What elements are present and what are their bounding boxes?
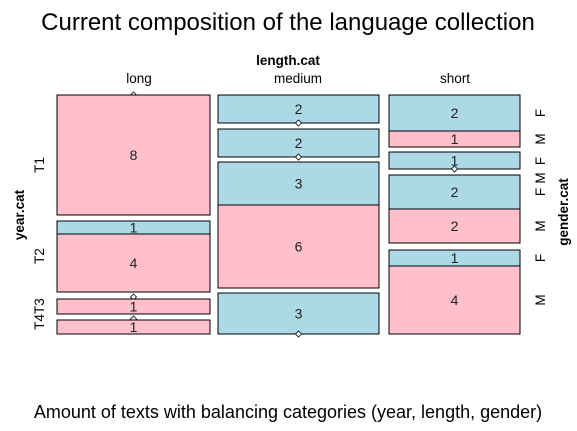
cell-count-long-t2-m: 4: [130, 255, 138, 271]
cell-long-t4-m: [56, 319, 211, 335]
cell-count-short-t1-m: 1: [451, 131, 459, 147]
left-variable-label: year.cat: [12, 189, 27, 240]
cell-count-medium-t3-f: 3: [295, 176, 303, 192]
gender-tick-m-7: M: [533, 294, 548, 305]
length-label-long: long: [126, 71, 152, 86]
gender-tick-f-0: F: [533, 109, 548, 117]
gender-tick-m-1: M: [533, 133, 548, 144]
cell-count-medium-t1-f: 2: [295, 101, 303, 117]
chart-title: Current composition of the language coll…: [41, 9, 535, 36]
empty-cell-marker-medium-t1-m: [294, 119, 303, 127]
cell-short-t1-m: [388, 130, 521, 148]
cell-count-short-t3-m: 2: [451, 218, 459, 234]
gender-tick-m-5: M: [533, 220, 548, 231]
gender-tick-f-2: F: [533, 157, 548, 165]
cell-medium-t3-m: [217, 204, 380, 289]
cell-count-long-t4-m: 1: [130, 319, 138, 335]
chart-caption: Amount of texts with balancing categorie…: [34, 402, 542, 422]
cell-medium-t3-f: [217, 161, 380, 206]
cell-short-t4-m: [388, 265, 521, 335]
cell-count-long-t3-m: 1: [130, 299, 138, 315]
cell-medium-t4-f: [217, 292, 380, 335]
cell-count-short-t2-f: 1: [451, 153, 459, 169]
year-label-t1: T1: [32, 157, 47, 173]
cell-count-short-t3-f: 2: [451, 184, 459, 200]
gender-tick-f-4: F: [533, 188, 548, 196]
length-label-medium: medium: [274, 71, 322, 86]
cell-count-medium-t3-m: 6: [295, 239, 303, 255]
year-label-t4t3: T4T3: [32, 298, 47, 330]
cell-count-short-t4-f: 1: [451, 250, 459, 266]
gender-tick-f-6: F: [533, 254, 548, 262]
cell-long-t2-m: [56, 233, 211, 293]
year-label-t2: T2: [32, 248, 47, 264]
cell-count-long-t2-f: 1: [130, 220, 138, 236]
cell-long-t1-m: [56, 94, 211, 216]
empty-cell-marker-medium-t4-m: [294, 330, 303, 338]
cell-short-t3-f: [388, 174, 521, 210]
cell-count-medium-t4-f: 3: [295, 306, 303, 322]
cell-count-short-t4-m: 4: [451, 292, 459, 308]
cell-count-medium-t2-f: 2: [295, 135, 303, 151]
cell-short-t3-m: [388, 208, 521, 244]
cell-count-long-t1-m: 8: [130, 147, 138, 163]
cell-medium-t2-f: [217, 128, 380, 158]
length-label-short: short: [440, 71, 470, 86]
empty-cell-marker-short-t2-m: [450, 165, 459, 173]
right-variable-label: gender.cat: [556, 178, 571, 246]
empty-cell-marker-medium-t2-m: [294, 153, 303, 161]
top-variable-label: length.cat: [256, 53, 320, 68]
cell-long-t3-m: [56, 298, 211, 315]
mosaic-cells: 8 1 4 1 1 2 2 3 6 3 2 1 1 2 2 1 4: [56, 91, 521, 338]
gender-tick-m-3: M: [533, 172, 548, 183]
cell-count-short-t1-f: 2: [451, 105, 459, 121]
cell-medium-t1-f: [217, 94, 380, 124]
cell-short-t1-f: [388, 94, 521, 132]
